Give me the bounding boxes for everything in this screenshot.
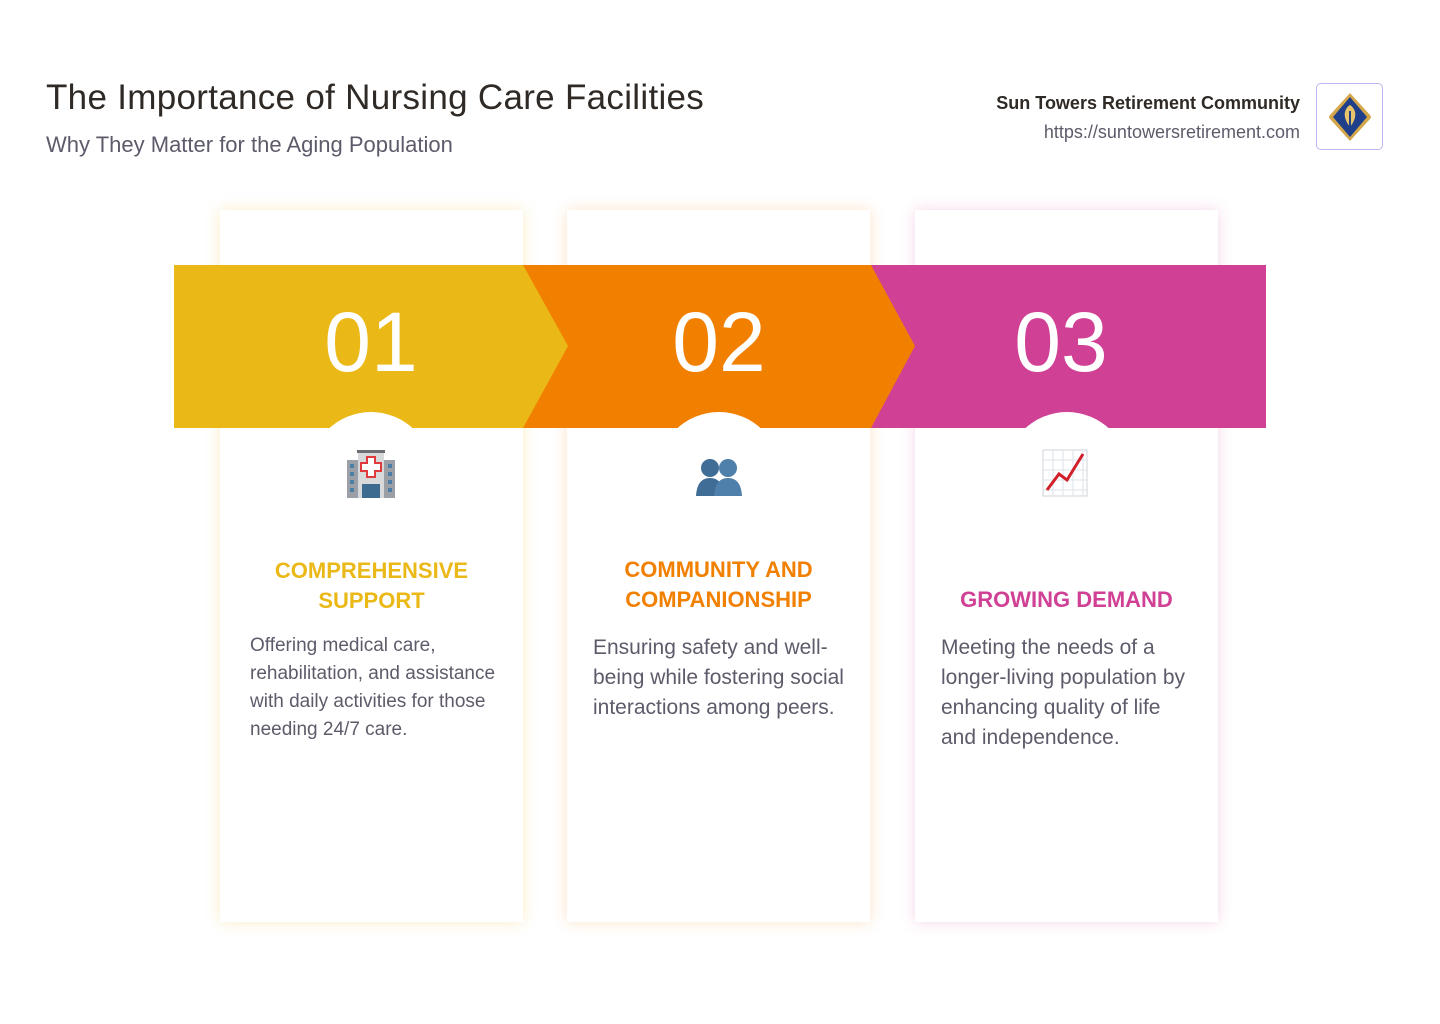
logo xyxy=(1316,83,1383,150)
step-heading-1: Comprehensive Support xyxy=(274,558,469,613)
hospital-icon xyxy=(347,450,395,498)
step-heading-2: Community and Companionship xyxy=(624,557,813,612)
brand-url[interactable]: https://suntowersretirement.com xyxy=(1043,122,1300,142)
brand: Sun Towers Retirement Community https://… xyxy=(996,93,1300,143)
step-number-1: 01 xyxy=(324,295,418,389)
logo-icon xyxy=(1328,92,1371,141)
banner-segment-3 xyxy=(870,265,1266,428)
brand-name: Sun Towers Retirement Community xyxy=(996,93,1300,113)
step-banner xyxy=(174,265,1266,428)
step-heading-3: Growing Demand xyxy=(960,587,1173,612)
page-title: The Importance of Nursing Care Facilitie… xyxy=(46,78,705,117)
page-subtitle: Why They Matter for the Aging Population xyxy=(46,132,453,157)
banner-segment-2 xyxy=(522,265,915,428)
icon-circle-2 xyxy=(657,412,781,536)
banner-segment-1 xyxy=(174,265,568,428)
people-icon xyxy=(696,459,742,496)
step-description-1: Offering medical care, rehabilitation, a… xyxy=(250,635,496,740)
step-description-2: Ensuring safety and well-being while fos… xyxy=(593,636,844,719)
chart-increasing-icon xyxy=(1042,449,1088,497)
step-number-3: 03 xyxy=(1014,295,1108,389)
step-number-2: 02 xyxy=(672,295,766,389)
step-description-3: Meeting the needs of a longer-living pop… xyxy=(941,636,1185,749)
